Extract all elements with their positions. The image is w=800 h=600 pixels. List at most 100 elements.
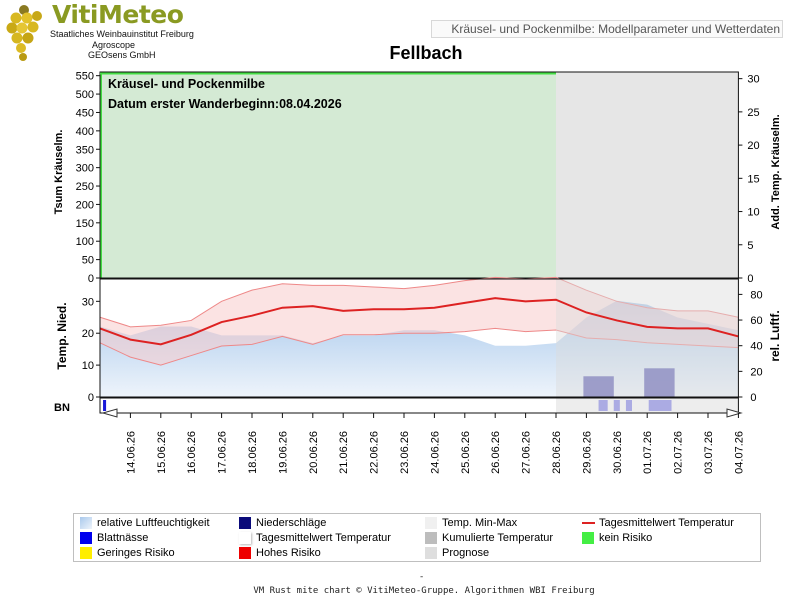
annotation-title: Kräusel- und Pockenmilbe [108,77,265,91]
tick-label-top-left-4: 200 [76,199,94,211]
leaf-wetness-bar-0 [103,400,107,411]
tick-label-mid-left-3: 30 [82,296,94,308]
logo-line-institute: Staatliches Weinbauinstitut Freiburg [50,29,194,39]
tick-label-mid-left-1: 10 [82,360,94,372]
series-temp-min-line [99,327,739,366]
top-panel-frame [99,71,739,279]
tick-label-top-right-4: 20 [747,140,759,152]
tick-label-mid-right-1: 20 [750,366,762,378]
x-tick-label-6: 20.06.26 [308,431,320,474]
weather-ylabel-right: rel. Luftf. [768,310,782,361]
footer-credit: VM Rust mite chart © VitiMeteo-Gruppe. A… [253,586,595,596]
leaf-wetness-ylabel: BN [54,402,70,414]
legend-swatch-humidity [80,517,92,529]
x-tick-label-17: 01.07.26 [642,431,654,474]
tick-label-top-left-10: 500 [76,89,94,101]
x-tick-label-18: 02.07.26 [673,431,685,474]
legend-label-hohes-risiko: Hohes Risiko [256,547,321,559]
legend-swatch-geringes-risiko [80,547,92,559]
tick-label-top-right-0: 0 [747,273,753,285]
legend: relative Luftfeuchtigkeit Niederschläge … [73,513,761,562]
tick-label-mid-right-0: 0 [750,392,756,404]
legend-swatch-prognose [425,547,437,559]
top-right-axis: 0 5 10 15 20 25 30 [738,74,760,285]
series-temp-max-line [99,276,739,328]
grape-icon [6,5,42,61]
x-axis: 14.06.26 15.06.26 16.06.26 17.06.26 18.06.26… [125,413,745,474]
leaf-wetness-panel: BN [54,397,743,418]
tick-label-mid-right-3: 60 [750,315,762,327]
legend-swatch-precipitation [239,517,251,529]
precip-bar-29.06.26 [583,376,614,397]
chart-subtitle: Kräusel- und Pockenmilbe: Modellparamete… [431,20,783,38]
tick-label-top-right-2: 10 [747,207,759,219]
forecast-shading-top [556,72,739,278]
tick-label-top-left-11: 550 [76,71,94,83]
logo-title: VitiMeteo [52,0,184,29]
tick-label-top-left-3: 150 [76,218,94,230]
tick-label-top-left-2: 100 [76,236,94,248]
legend-label-precipitation: Niederschläge [256,517,327,529]
x-tick-label-15: 29.06.26 [581,431,593,474]
x-tick-label-0: 14.06.26 [125,431,137,474]
risk-band-kein-risiko [100,72,556,278]
tick-label-top-left-5: 250 [76,181,94,193]
annotation-date: Datum erster Wanderbeginn:08.04.2026 [108,97,342,111]
page-title: Fellbach [389,43,463,63]
tick-label-mid-right-4: 80 [750,289,762,301]
tick-label-top-left-1: 50 [82,255,94,267]
forecast-shading-middle [556,279,739,397]
cumulative-temperature-panel: 0 50 100 150 200 250 300 350 400 450 500 550 0 5 10 15… [53,71,782,285]
x-tick-label-1: 15.06.26 [156,431,168,474]
legend-swatch-cumulative-temperature [425,532,437,544]
scroll-left-handle[interactable] [101,408,118,418]
x-tick-label-13: 27.06.26 [521,431,533,474]
x-tick-label-5: 19.06.26 [277,431,289,474]
legend-swatch-daily-mean-shadow [239,532,251,544]
forecast-shading-bottom [556,398,739,413]
legend-swatch-temp-minmax [425,517,437,529]
x-tick-label-7: 21.06.26 [338,431,350,474]
legend-label-daily-mean: Tagesmittelwert Temperatur [599,517,734,529]
legend-label-daily-mean-shadow: Tagesmittelwert Temperatur [256,532,391,544]
tick-label-mid-left-2: 20 [82,328,94,340]
tick-label-top-right-5: 25 [747,107,759,119]
legend-swatch-hohes-risiko [239,547,251,559]
top-ylabel-left: Tsum Kräuselm. [53,130,65,215]
tick-label-top-left-6: 300 [76,163,94,175]
precip-bar-01.07.26 [644,368,675,397]
weather-right-axis: 0 20 40 60 80 [738,289,763,404]
legend-swatch-leaf-wetness [80,532,92,544]
vitimeteo-logo: VitiMeteo Staatliches Weinbauinstitut Fr… [4,0,194,64]
legend-label-cumulative-temperature: Kumulierte Temperatur [442,532,554,544]
x-tick-label-9: 23.06.26 [399,431,411,474]
legend-swatch-daily-mean [582,522,595,526]
tick-label-mid-right-2: 40 [750,341,762,353]
legend-label-humidity: relative Luftfeuchtigkeit [97,517,210,529]
legend-label-kein-risiko: kein Risiko [599,532,653,544]
tick-label-mid-left-0: 0 [88,392,94,404]
top-left-axis: 0 50 100 150 200 250 300 350 400 450 500 550 [76,71,100,285]
logo-line-geosens: GEOsens GmbH [88,50,156,60]
x-tick-label-3: 17.06.26 [217,431,229,474]
scroll-right-handle[interactable] [726,408,743,418]
series-temp-min-max [100,277,739,366]
x-tick-label-19: 03.07.26 [703,431,715,474]
x-tick-label-14: 28.06.26 [551,431,563,474]
series-precipitation [583,368,675,397]
legend-label-geringes-risiko: Geringes Risiko [97,547,175,559]
x-tick-label-10: 24.06.26 [429,431,441,474]
tick-label-top-right-6: 30 [747,74,759,86]
weather-panel: 0 10 20 30 0 20 40 60 80 Temp. Nied. rel. Luftf… [55,276,782,404]
x-tick-label-20: 04.07.26 [733,431,745,474]
tick-label-top-right-3: 15 [747,173,759,185]
legend-label-leaf-wetness: Blattnässe [97,532,149,544]
tick-label-top-left-0: 0 [88,273,94,285]
x-tick-label-12: 26.06.26 [490,431,502,474]
legend-label-prognose: Prognose [442,547,490,559]
x-tick-label-11: 25.06.26 [460,431,472,474]
logo-line-agroscope: Agroscope [92,40,136,50]
risk-band-kein-risiko-edge [100,72,102,278]
tick-label-top-left-7: 350 [76,144,94,156]
